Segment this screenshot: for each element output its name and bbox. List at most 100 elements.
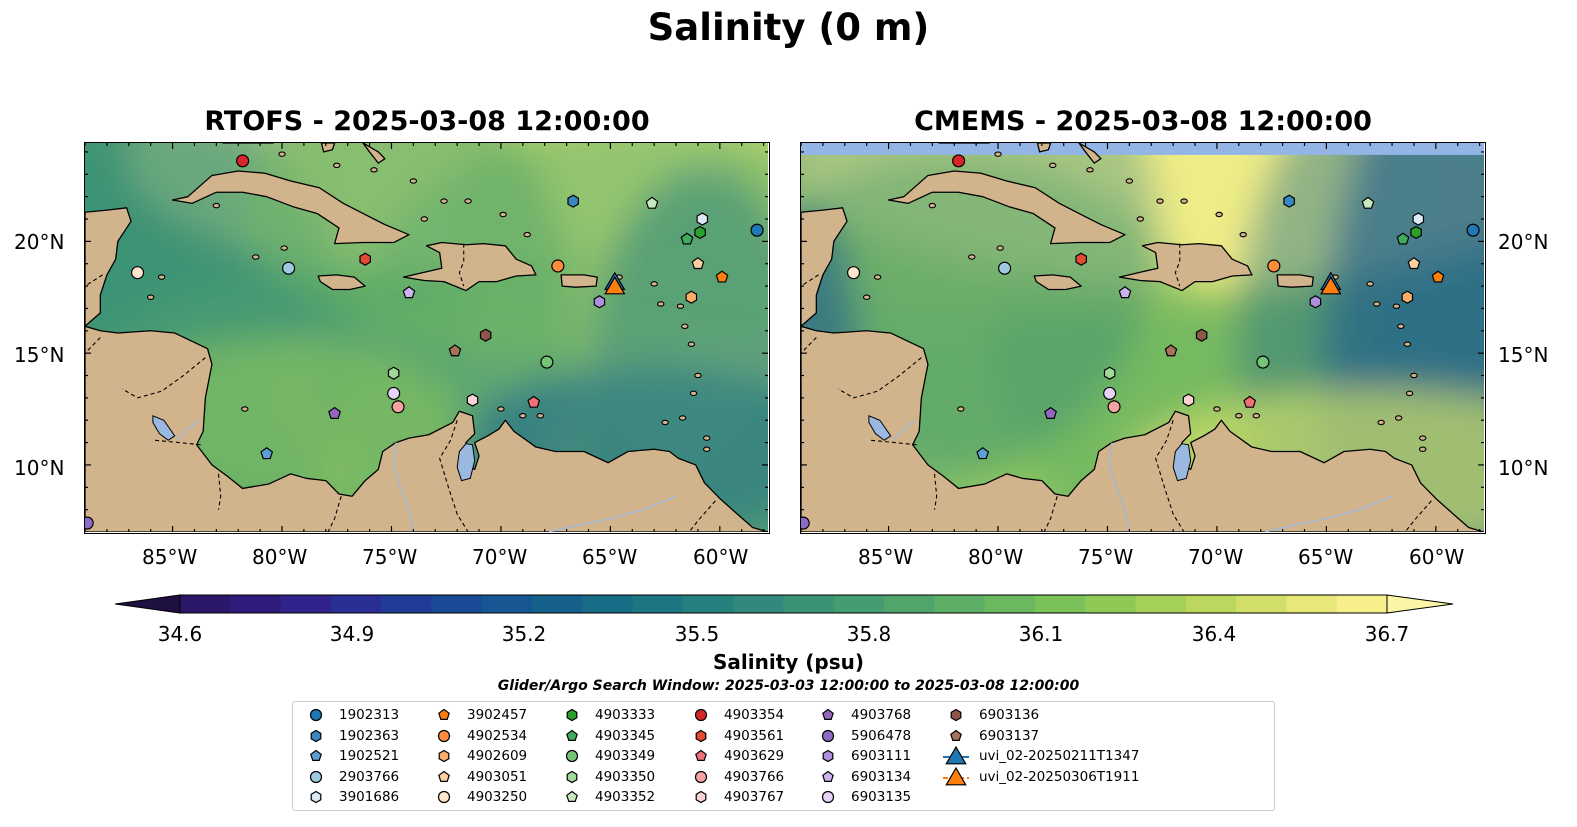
small-island <box>996 245 1004 251</box>
hexagon-marker-icon <box>566 708 578 722</box>
small-island <box>1235 413 1243 419</box>
legend-item: 6903135 <box>815 787 911 807</box>
small-island <box>1086 167 1094 173</box>
circle-marker-icon <box>437 790 451 804</box>
river <box>176 419 200 441</box>
legend-item: 4903345 <box>559 726 655 746</box>
legend-label: 3902457 <box>467 707 528 723</box>
hexagon-marker-icon <box>438 749 450 763</box>
jamaica-land <box>317 274 366 291</box>
argo-float-marker-4903352 <box>645 196 659 209</box>
circle-marker-icon <box>694 708 708 722</box>
small-island <box>1392 303 1401 309</box>
small-island <box>1373 301 1381 307</box>
lon-tick-label: 75°W <box>362 545 418 569</box>
argo-float-marker-4903561 <box>1075 252 1087 266</box>
colorbar-segment <box>934 595 986 613</box>
country-border <box>801 274 819 287</box>
small-island <box>252 254 260 260</box>
cmems-map <box>800 142 1486 534</box>
legend-label: 4902534 <box>467 727 528 744</box>
legend-label: 4903349 <box>595 748 656 764</box>
salinity-patch <box>582 166 769 533</box>
argo-float-marker-1902313 <box>1466 223 1480 237</box>
pentagon-marker-icon <box>950 729 962 741</box>
small-island <box>650 281 658 287</box>
argo-float-marker-6903111 <box>1309 295 1322 309</box>
lon-tick-label: 75°W <box>1078 545 1134 569</box>
argo-float-marker-5906478 <box>85 516 94 530</box>
country-border <box>837 357 922 399</box>
legend-label: 3901686 <box>339 789 400 805</box>
bahamas-land-2 <box>362 143 386 164</box>
legend-item: 4903766 <box>688 767 784 787</box>
country-border <box>801 337 817 354</box>
bahamas-land-1 <box>1036 143 1052 153</box>
colorbar-segment <box>280 595 332 613</box>
colorbar-label: Salinity (psu) <box>712 650 864 674</box>
argo-float-marker-2903766 <box>282 261 296 275</box>
rtofs-map <box>84 142 770 534</box>
country-border <box>217 473 222 510</box>
small-island <box>1366 281 1374 287</box>
cuba-land <box>171 170 410 245</box>
puerto-rico-land <box>560 274 598 288</box>
small-island <box>862 294 871 300</box>
small-island <box>497 406 505 412</box>
lake-nicaragua <box>152 415 176 441</box>
pentagon-marker-icon <box>695 749 707 761</box>
argo-float-marker-4903250 <box>130 266 145 280</box>
argo-float-marker-1902313 <box>750 223 764 237</box>
lon-tick-label: 80°W <box>252 545 308 569</box>
river <box>1264 495 1393 533</box>
argo-float-marker-1902363 <box>1283 194 1295 208</box>
legend-item: 4903350 <box>559 767 655 787</box>
legend-item: 1902363 <box>303 726 399 746</box>
glider-marker-uvi_02-20250306T1911 <box>604 275 626 295</box>
lat-tick-label: 20°N <box>14 230 65 254</box>
glider-marker-uvi_02-20250306T1911 <box>1320 275 1342 295</box>
small-island <box>278 151 286 157</box>
legend-label: 4902609 <box>467 748 528 764</box>
argo-float-marker-4903051 <box>691 257 705 270</box>
central-america-land <box>85 325 769 533</box>
small-island <box>928 202 937 209</box>
small-island <box>1403 341 1412 347</box>
colorbar-segment <box>180 595 231 613</box>
small-island <box>519 413 527 419</box>
hexagon-marker-icon <box>310 790 322 804</box>
legend-item: 4902534 <box>431 726 527 746</box>
legend-item: 6903136 <box>943 705 1039 725</box>
pentagon-marker-icon <box>566 729 578 741</box>
small-island <box>146 294 155 300</box>
colorbar-segment <box>582 595 634 613</box>
lake-maracaibo <box>456 443 476 482</box>
argo-float-marker-4903767 <box>466 393 479 407</box>
hexagon-marker-icon <box>566 770 578 783</box>
lon-tick-label: 85°W <box>858 545 914 569</box>
small-island <box>1252 413 1261 419</box>
legend-item: 3902457 <box>431 705 527 725</box>
legend-item: 4903250 <box>431 787 527 807</box>
colorbar-segment <box>1286 595 1338 613</box>
legend-label: 1902363 <box>339 727 400 744</box>
colorbar-tick-label: 35.2 <box>501 622 547 646</box>
legend-label: 6903135 <box>851 789 912 805</box>
legend-item: 4903352 <box>559 787 655 807</box>
legend-item: 4902609 <box>431 746 527 766</box>
argo-float-marker-4902534 <box>551 259 565 273</box>
mexico-yucatan-land <box>85 207 132 327</box>
axis-ticks <box>801 143 1484 533</box>
small-island <box>1136 216 1145 222</box>
lake-nicaragua <box>868 415 892 441</box>
colorbar-segment <box>1336 595 1388 613</box>
legend-label: 4903561 <box>724 727 785 744</box>
small-island <box>968 254 976 260</box>
colorbar <box>115 594 1454 614</box>
legend-label: 4903250 <box>467 789 528 805</box>
country-border <box>1043 496 1058 533</box>
legend-label: 4903766 <box>724 768 785 785</box>
small-island <box>1418 435 1427 441</box>
circle-marker-icon <box>821 790 835 804</box>
country-border <box>121 357 206 399</box>
